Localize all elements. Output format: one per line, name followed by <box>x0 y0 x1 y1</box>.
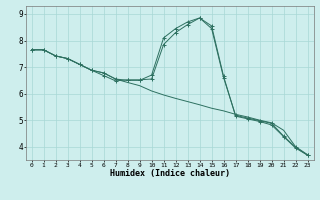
X-axis label: Humidex (Indice chaleur): Humidex (Indice chaleur) <box>109 169 230 178</box>
